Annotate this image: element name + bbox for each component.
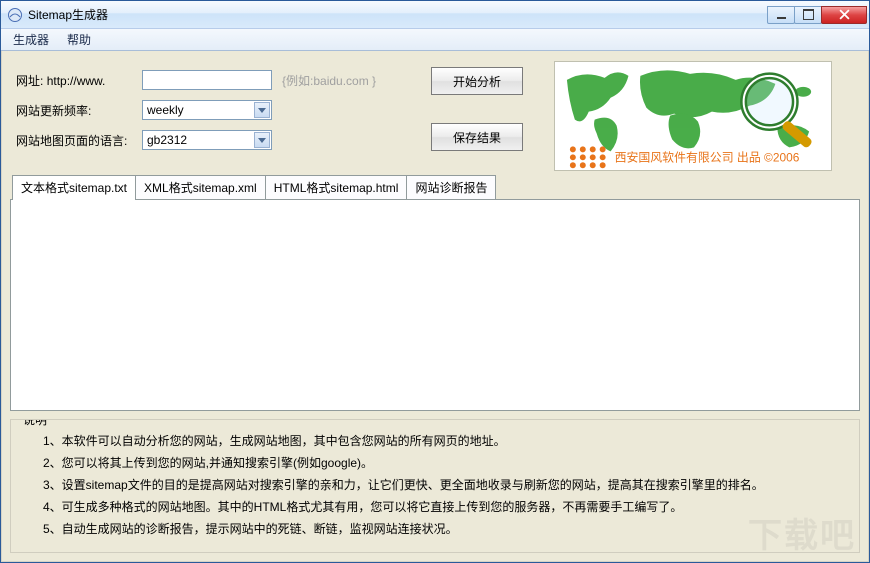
lang-value: gb2312 [147, 133, 187, 147]
banner-logo-text: 西安国风软件有限公司 出品 ©2006 [615, 150, 800, 164]
save-button[interactable]: 保存结果 [431, 123, 523, 151]
list-item: 3、设置sitemap文件的目的是提高网站对搜索引擎的亲和力，让它们更快、更全面… [43, 474, 845, 496]
description-list: 1、本软件可以自动分析您的网站，生成网站地图，其中包含您网站的所有网页的地址。 … [25, 430, 845, 540]
lang-label: 网站地图页面的语言: [16, 132, 136, 149]
close-button[interactable] [821, 6, 867, 24]
world-map-banner: 西安国风软件有限公司 出品 ©2006 [554, 61, 832, 171]
app-window: Sitemap生成器 生成器 帮助 网址: http://www. {例如:ba… [0, 0, 870, 563]
buttons-panel: 开始分析 保存结果 [412, 57, 542, 171]
banner-panel: 西安国风软件有限公司 出品 ©2006 [550, 57, 860, 171]
chevron-down-icon [254, 102, 270, 118]
title-bar[interactable]: Sitemap生成器 [1, 1, 869, 29]
window-buttons [768, 6, 867, 24]
menu-bar: 生成器 帮助 [1, 29, 869, 51]
maximize-button[interactable] [794, 6, 822, 24]
chevron-down-icon [254, 132, 270, 148]
tabs: 文本格式sitemap.txt XML格式sitemap.xml HTML格式s… [10, 177, 860, 199]
client-area: 网址: http://www. {例如:baidu.com } 网站更新频率: … [1, 51, 869, 562]
top-row: 网址: http://www. {例如:baidu.com } 网站更新频率: … [10, 57, 860, 171]
lang-select[interactable]: gb2312 [142, 130, 272, 150]
url-label: 网址: http://www. [16, 72, 136, 89]
list-item: 2、您可以将其上传到您的网站,并通知搜索引擎(例如google)。 [43, 452, 845, 474]
list-item: 1、本软件可以自动分析您的网站，生成网站地图，其中包含您网站的所有网页的地址。 [43, 430, 845, 452]
form-panel: 网址: http://www. {例如:baidu.com } 网站更新频率: … [10, 57, 404, 171]
url-hint: {例如:baidu.com } [282, 72, 376, 89]
minimize-button[interactable] [767, 6, 795, 24]
tab-xml[interactable]: XML格式sitemap.xml [135, 175, 266, 199]
url-row: 网址: http://www. {例如:baidu.com } [16, 65, 398, 95]
list-item: 5、自动生成网站的诊断报告，提示网站中的死链、断链，监视网站连接状况。 [43, 518, 845, 540]
tab-html[interactable]: HTML格式sitemap.html [265, 175, 408, 199]
lang-row: 网站地图页面的语言: gb2312 [16, 125, 398, 155]
menu-generator[interactable]: 生成器 [5, 29, 57, 50]
description-legend: 说明 [19, 419, 51, 428]
freq-value: weekly [147, 103, 184, 117]
menu-help[interactable]: 帮助 [59, 29, 99, 50]
window-title: Sitemap生成器 [28, 6, 768, 23]
freq-select[interactable]: weekly [142, 100, 272, 120]
tab-txt[interactable]: 文本格式sitemap.txt [12, 175, 136, 200]
description-group: 说明 1、本软件可以自动分析您的网站，生成网站地图，其中包含您网站的所有网页的地… [10, 419, 860, 553]
freq-row: 网站更新频率: weekly [16, 95, 398, 125]
tab-report[interactable]: 网站诊断报告 [406, 175, 496, 199]
url-input[interactable] [142, 70, 272, 90]
tab-content [10, 199, 860, 411]
app-icon [7, 7, 23, 23]
freq-label: 网站更新频率: [16, 102, 136, 119]
analyze-button[interactable]: 开始分析 [431, 67, 523, 95]
list-item: 4、可生成多种格式的网站地图。其中的HTML格式尤其有用，您可以将它直接上传到您… [43, 496, 845, 518]
